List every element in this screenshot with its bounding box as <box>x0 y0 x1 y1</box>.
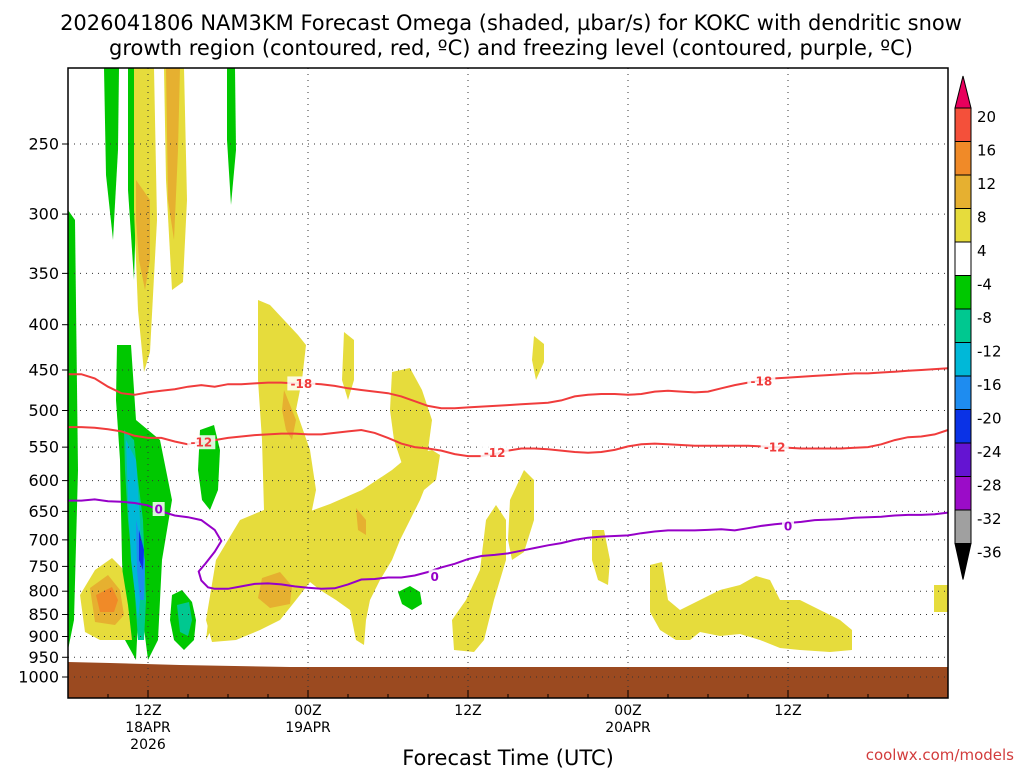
colorbar-label--32: -32 <box>977 510 1002 528</box>
ytick-label-600: 600 <box>28 471 59 490</box>
chart-title-line2: growth region (contoured, red, ºC) and f… <box>109 36 913 60</box>
ytick-label-800: 800 <box>28 582 59 601</box>
colorbar-swatch <box>954 107 972 142</box>
xtick-label-18-0: 00Z <box>294 703 321 719</box>
contour-label-bg <box>782 518 794 533</box>
ytick-label-500: 500 <box>28 401 59 420</box>
colorbar-swatch <box>954 509 972 544</box>
colorbar-label--36: -36 <box>977 544 1002 562</box>
colorbar-bottom-arrow <box>954 543 972 580</box>
xtick-label-6-1: 18APR <box>125 720 171 736</box>
grid-lines <box>68 68 948 698</box>
contour-line-0 <box>68 498 949 590</box>
chart-title-line1: 2026041806 NAM3KM Forecast Omega (shaded… <box>60 11 962 35</box>
ytick-label-650: 650 <box>28 502 59 521</box>
colorbar-top-arrow <box>954 75 972 109</box>
colorbar-label--12: -12 <box>977 343 1002 361</box>
colorbar-label-20: 20 <box>977 108 996 126</box>
colorbar-label--28: -28 <box>977 477 1002 495</box>
contour-label--18: -18 <box>750 374 772 388</box>
ytick-label-750: 750 <box>28 557 59 576</box>
contour-label-bg <box>152 502 165 516</box>
xtick-label-6-2: 2026 <box>130 737 166 753</box>
colorbar-label--8: -8 <box>977 309 992 327</box>
ytick-label-550: 550 <box>28 438 59 457</box>
colorbar-swatch <box>954 342 972 377</box>
watermark: coolwx.com/models <box>866 746 1014 764</box>
contour-label-0: 0 <box>154 503 162 517</box>
colorbar-swatch <box>954 442 972 477</box>
colorbar-swatch <box>954 409 972 444</box>
contour-label-bg <box>760 440 789 455</box>
contour-label-bg <box>428 569 441 584</box>
ytick-label-400: 400 <box>28 315 59 334</box>
ytick-label-250: 250 <box>28 135 59 154</box>
colorbar-label-8: 8 <box>977 209 987 227</box>
xtick-label-54-0: 12Z <box>774 703 801 719</box>
contour-label--18: -18 <box>290 377 312 391</box>
contour-line--18 <box>68 367 949 410</box>
colorbar-label--20: -20 <box>977 410 1002 428</box>
colorbar-label--16: -16 <box>977 376 1002 394</box>
colorbar-label--24: -24 <box>977 443 1002 461</box>
colorbar-swatch <box>954 275 972 310</box>
xtick-label-30-0: 12Z <box>454 703 481 719</box>
ground-below-surface <box>68 662 948 698</box>
contour-label--12: -12 <box>190 436 212 450</box>
xtick-label-6-0: 12Z <box>134 703 161 719</box>
colorbar-label-12: 12 <box>977 175 996 193</box>
contour-label--12: -12 <box>764 441 786 455</box>
xtick-label-18-1: 19APR <box>285 720 331 736</box>
ytick-label-950: 950 <box>28 648 59 667</box>
ytick-label-900: 900 <box>28 627 59 646</box>
contour-label-bg <box>187 435 216 450</box>
plot-frame <box>67 67 949 699</box>
colorbar-swatch <box>954 141 972 176</box>
contour-label-0: 0 <box>784 519 792 533</box>
colorbar-swatch <box>954 174 972 209</box>
colorbar-swatch <box>954 308 972 343</box>
contour-label-bg <box>287 376 316 391</box>
contour-label-0: 0 <box>430 570 438 584</box>
xtick-label-42-0: 00Z <box>614 703 641 719</box>
ytick-label-850: 850 <box>28 605 59 624</box>
omega-shading <box>68 68 948 660</box>
colorbar-swatch <box>954 375 972 410</box>
colorbar-label-4: 4 <box>977 242 987 260</box>
x-axis-label: Forecast Time (UTC) <box>402 746 614 768</box>
colorbar: 20 16 12 8 4 -4 -8 -12 -16 -20 -24 -28 -32 -36 <box>954 75 1002 580</box>
ytick-label-300: 300 <box>28 205 59 224</box>
xtick-label-42-1: 20APR <box>605 720 651 736</box>
pressure-axis: 250 300 350 400 450 500 550 600 650 700 750 800 850 9… <box>18 135 68 687</box>
ytick-label-450: 450 <box>28 360 59 379</box>
colorbar-label--4: -4 <box>977 276 992 294</box>
ytick-label-350: 350 <box>28 264 59 283</box>
ytick-label-1000: 1000 <box>18 668 59 687</box>
contour-label-bg <box>480 445 509 460</box>
colorbar-label-16: 16 <box>977 142 996 160</box>
colorbar-swatch <box>954 208 972 243</box>
temperature-contours: -18 -18 -12 -12 -12 0 0 0 <box>68 367 949 590</box>
colorbar-swatch <box>954 476 972 511</box>
contour-label-bg <box>747 373 776 388</box>
ytick-label-700: 700 <box>28 530 59 549</box>
contour-label--12: -12 <box>484 446 506 460</box>
colorbar-swatch <box>954 241 972 276</box>
